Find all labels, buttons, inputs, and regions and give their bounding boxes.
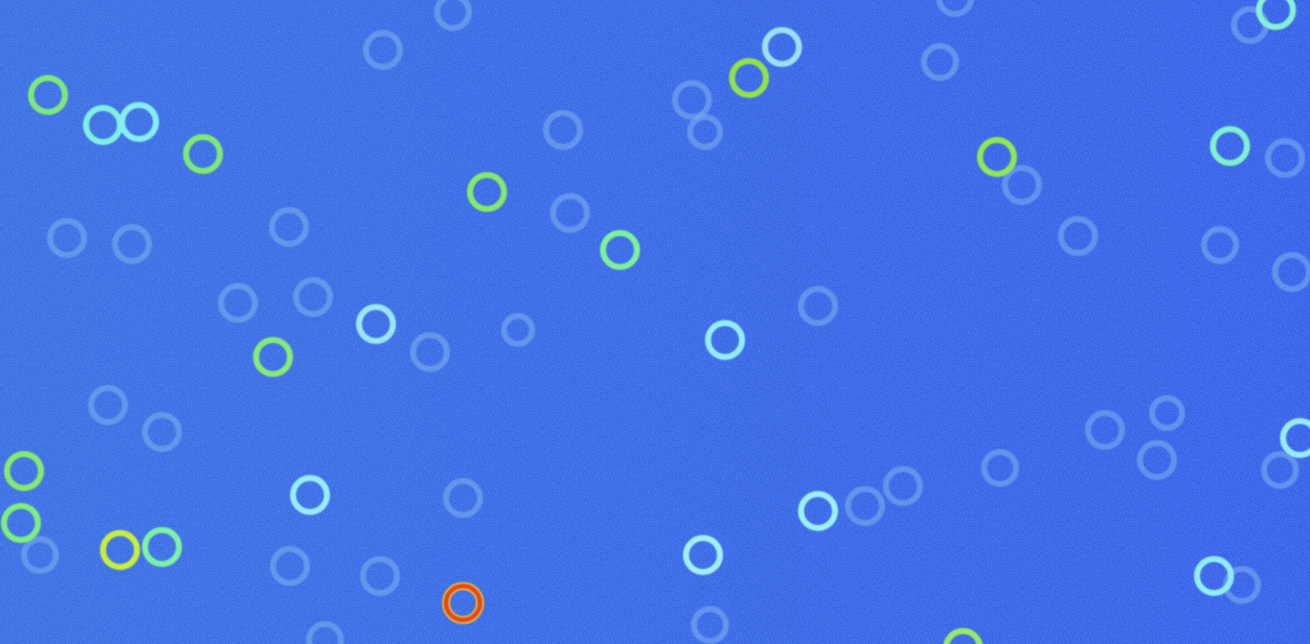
ring — [306, 621, 344, 644]
ring — [729, 58, 769, 98]
ring — [363, 30, 403, 70]
ring — [977, 137, 1017, 177]
ring — [356, 304, 396, 344]
ring — [47, 218, 87, 258]
ring — [218, 283, 258, 323]
ring — [410, 332, 450, 372]
ring — [501, 313, 535, 347]
ring — [1058, 216, 1098, 256]
faint-rings — [21, 0, 1310, 644]
ring — [683, 535, 723, 575]
ring — [1272, 252, 1310, 292]
ring — [921, 43, 959, 81]
ring — [1201, 226, 1239, 264]
ring — [1265, 138, 1305, 178]
ring — [543, 110, 583, 150]
ring — [687, 114, 723, 150]
ring — [883, 466, 923, 506]
ring — [1085, 410, 1125, 450]
ring — [691, 606, 729, 644]
ring — [1002, 165, 1042, 205]
ring — [290, 475, 330, 515]
ring — [434, 0, 472, 31]
ring — [936, 0, 974, 17]
ring — [183, 134, 223, 174]
ring — [270, 546, 310, 586]
ring — [253, 337, 293, 377]
ring — [443, 583, 483, 623]
ring — [360, 556, 400, 596]
ring — [981, 449, 1019, 487]
ring — [112, 224, 152, 264]
ring — [705, 320, 745, 360]
ring — [1194, 556, 1234, 596]
ring — [1280, 418, 1310, 458]
ring — [1256, 0, 1296, 30]
ring — [28, 75, 68, 115]
ring — [1, 503, 41, 543]
ring — [943, 628, 983, 644]
ring — [600, 230, 640, 270]
ring — [845, 486, 885, 526]
ring — [467, 172, 507, 212]
ring — [293, 277, 333, 317]
ring — [119, 102, 159, 142]
ring — [1137, 440, 1177, 480]
ring — [550, 193, 590, 233]
ring — [672, 80, 712, 120]
ring — [269, 207, 309, 247]
ring — [142, 412, 182, 452]
ring — [4, 451, 44, 491]
ring — [21, 536, 59, 574]
ring — [88, 385, 128, 425]
ring — [142, 527, 182, 567]
ring — [762, 27, 802, 67]
ring — [1149, 395, 1185, 431]
ring — [1210, 126, 1250, 166]
ring — [1261, 451, 1299, 489]
ring — [798, 491, 838, 531]
ring — [443, 478, 483, 518]
ring — [798, 286, 838, 326]
ring — [100, 530, 140, 570]
